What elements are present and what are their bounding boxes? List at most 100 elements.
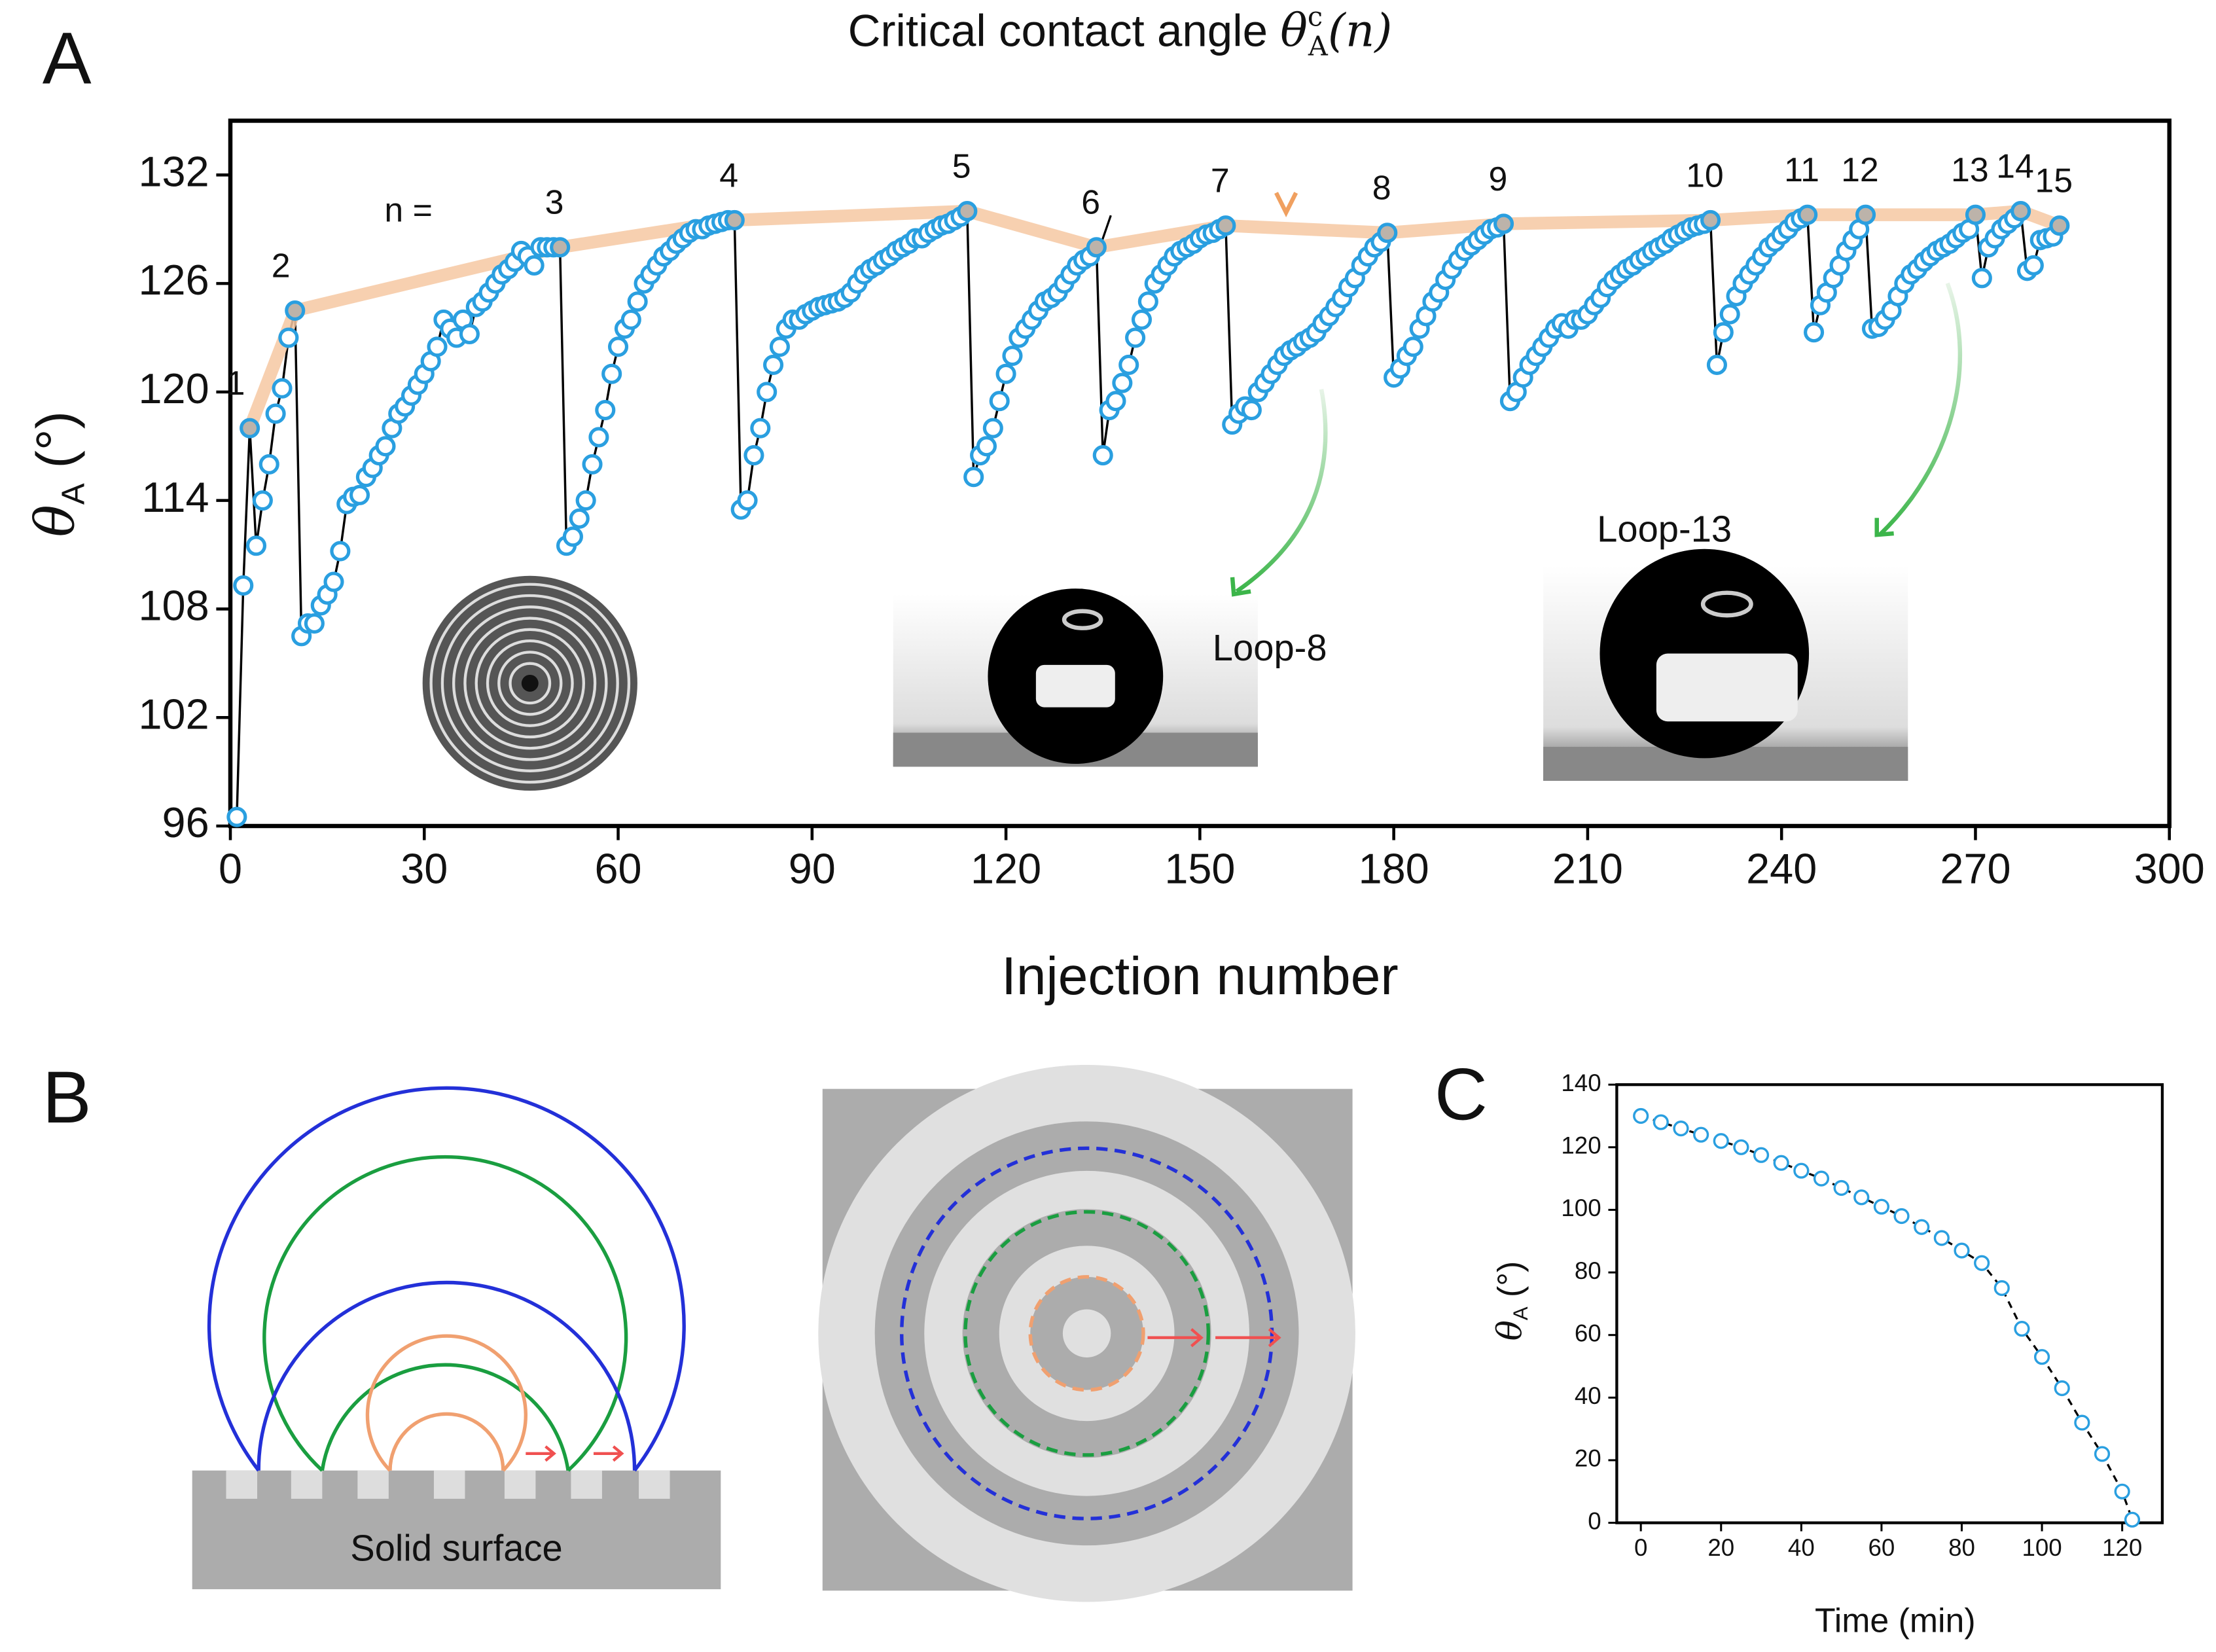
x-tick-label: 240 — [1746, 844, 1817, 892]
data-point — [1131, 309, 1153, 330]
y-tick-label: 60 — [1575, 1320, 1601, 1346]
subscript: A — [55, 483, 91, 505]
loop-label: 10 — [1686, 156, 1724, 194]
x-tick-label: 120 — [971, 844, 1041, 892]
data-point — [1713, 322, 1734, 343]
data-point — [750, 418, 771, 439]
data-point — [724, 209, 745, 230]
panel-label: C — [1435, 1053, 1488, 1136]
math-label: Critical contact angle θc A(n) — [848, 1, 1393, 62]
panel-label: A — [43, 17, 92, 99]
data-point — [226, 806, 247, 827]
data-point — [330, 541, 351, 562]
loop-label: 14 — [1996, 147, 2034, 185]
y-tick-label: 0 — [1588, 1507, 1601, 1534]
data-point — [349, 484, 370, 505]
data-point — [1933, 1230, 1950, 1246]
data-point — [323, 571, 344, 592]
data-point — [1993, 1280, 2010, 1297]
data-point — [963, 467, 984, 488]
loop-label: 1 — [226, 364, 245, 402]
data-point — [252, 490, 273, 511]
annotation-text: Critical contact angle — [848, 5, 1281, 56]
math-label: θA (°) — [24, 411, 91, 537]
data-point — [1974, 1255, 1990, 1271]
data-point — [757, 382, 777, 403]
unit: (°) — [1490, 1261, 1528, 1307]
data-point — [1733, 1139, 1749, 1155]
arrow-head — [1874, 518, 1894, 537]
data-point — [1215, 215, 1236, 236]
data-point — [2049, 215, 2070, 236]
arrow-head — [1274, 192, 1298, 218]
data-point — [1693, 1126, 1709, 1143]
data-point — [1713, 1133, 1729, 1149]
data-point — [1118, 354, 1139, 375]
data-point — [1965, 204, 1986, 225]
loop-label: 9 — [1488, 160, 1507, 198]
y-tick-label: 80 — [1575, 1257, 1601, 1284]
data-point — [2074, 1414, 2090, 1431]
data-point — [240, 418, 260, 439]
inset-drop-8 — [893, 588, 1258, 767]
x-tick-label: 80 — [1948, 1534, 1975, 1561]
plot-frame — [1615, 1083, 2164, 1524]
x-tick-label: 100 — [2022, 1534, 2062, 1561]
data-point — [2014, 1321, 2030, 1337]
data-point — [459, 323, 480, 345]
data-point — [285, 300, 306, 321]
loop-label: 7 — [1211, 162, 1230, 200]
data-point — [1112, 372, 1133, 393]
loop-label: 6 — [1081, 183, 1100, 221]
data-point — [1377, 223, 1398, 243]
loop-label: 13 — [1951, 151, 1989, 189]
data-point — [2114, 1483, 2130, 1499]
subscript: A — [1509, 1306, 1532, 1320]
data-point — [304, 613, 325, 634]
data-point — [2094, 1446, 2111, 1462]
data-point — [1105, 391, 1126, 412]
unit: (°) — [26, 411, 85, 483]
data-point — [995, 363, 1016, 384]
loop-label: 4 — [719, 156, 738, 194]
data-point — [627, 291, 648, 312]
math-label: θA (°) — [1490, 1261, 1532, 1341]
data-point — [259, 454, 279, 475]
data-point — [1706, 354, 1727, 375]
data-point — [1700, 209, 1721, 230]
data-point — [550, 237, 571, 258]
x-axis-title: Injection number — [1001, 946, 1399, 1006]
loop-label: 11 — [1784, 151, 1819, 189]
data-point — [2010, 201, 2031, 222]
data-point — [2033, 1349, 2050, 1365]
loop-label: 15 — [2035, 162, 2073, 200]
x-tick-label: 210 — [1552, 844, 1623, 892]
fit-line — [1640, 1115, 2134, 1520]
y-tick-label: 140 — [1561, 1069, 1601, 1096]
data-point — [595, 399, 616, 421]
symbol: θ — [1490, 1320, 1529, 1340]
data-point — [620, 309, 641, 330]
x-tick-label: 60 — [1868, 1534, 1895, 1561]
data-point — [582, 454, 603, 475]
y-tick-label: 120 — [1561, 1132, 1601, 1159]
x-tick-label: 30 — [401, 844, 448, 892]
n-label: n = — [384, 190, 432, 228]
data-point — [427, 336, 448, 357]
symbol: θ — [24, 505, 86, 537]
data-point — [1853, 1189, 1870, 1206]
x-tick-label: 0 — [219, 844, 242, 892]
symbol: θ — [1280, 5, 1308, 58]
y-tick-label: 114 — [141, 473, 209, 521]
subscript: A — [1308, 30, 1329, 62]
data-point — [607, 336, 629, 357]
arrow-head — [1230, 577, 1251, 597]
data-point — [737, 490, 758, 511]
data-point — [1241, 399, 1262, 421]
data-point — [1002, 346, 1023, 367]
y-tick-label: 102 — [139, 690, 209, 738]
y-tick-label: 108 — [139, 582, 209, 630]
x-axis-title: Time (min) — [1815, 1602, 1976, 1640]
data-point — [957, 201, 978, 222]
data-point — [569, 508, 590, 529]
